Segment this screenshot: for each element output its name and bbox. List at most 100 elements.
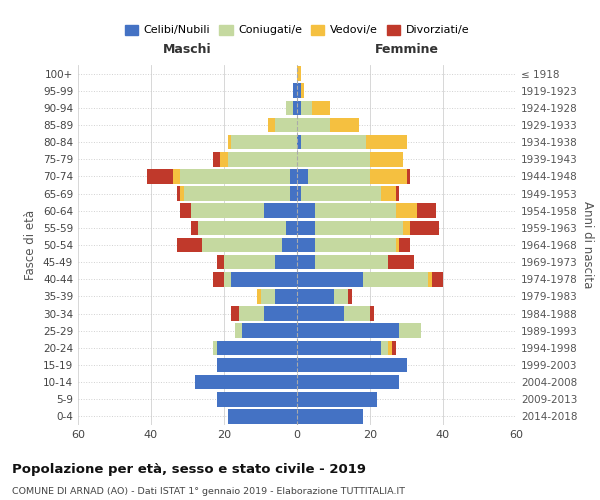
Bar — [293, 100, 297, 115]
Bar — [173, 169, 180, 184]
Bar — [297, 340, 381, 355]
Bar — [297, 306, 344, 321]
Bar — [191, 220, 199, 235]
Bar — [217, 340, 297, 355]
Bar — [315, 255, 388, 270]
Bar — [297, 152, 370, 166]
Bar — [213, 340, 217, 355]
Bar — [257, 289, 260, 304]
Bar — [370, 169, 407, 184]
Bar — [213, 272, 224, 286]
Bar — [176, 238, 202, 252]
Bar — [297, 238, 315, 252]
Bar — [290, 186, 297, 201]
Bar — [275, 118, 297, 132]
Bar — [268, 118, 275, 132]
Bar — [297, 255, 315, 270]
Bar — [297, 409, 362, 424]
Bar — [381, 186, 395, 201]
Bar — [199, 220, 286, 235]
Bar — [410, 220, 439, 235]
Bar — [260, 289, 275, 304]
Bar — [297, 375, 399, 390]
Text: Popolazione per età, sesso e stato civile - 2019: Popolazione per età, sesso e stato civil… — [12, 462, 366, 475]
Bar — [297, 186, 301, 201]
Bar — [217, 392, 297, 406]
Bar — [297, 118, 330, 132]
Bar — [180, 204, 191, 218]
Bar — [395, 238, 399, 252]
Bar — [293, 84, 297, 98]
Bar — [227, 409, 297, 424]
Bar — [232, 306, 239, 321]
Bar — [297, 392, 377, 406]
Bar — [315, 238, 395, 252]
Bar — [428, 272, 432, 286]
Bar — [301, 84, 304, 98]
Bar — [395, 186, 399, 201]
Bar — [297, 169, 308, 184]
Bar — [301, 135, 367, 150]
Text: Femmine: Femmine — [374, 44, 439, 57]
Bar — [275, 255, 297, 270]
Bar — [407, 169, 410, 184]
Bar — [381, 340, 388, 355]
Bar — [235, 324, 242, 338]
Bar — [367, 135, 407, 150]
Bar — [239, 306, 264, 321]
Bar — [176, 186, 180, 201]
Bar — [217, 255, 224, 270]
Y-axis label: Fasce di età: Fasce di età — [25, 210, 37, 280]
Bar — [275, 289, 297, 304]
Bar — [330, 118, 359, 132]
Bar — [202, 238, 283, 252]
Bar — [220, 152, 227, 166]
Text: Maschi: Maschi — [163, 44, 212, 57]
Bar — [344, 306, 370, 321]
Bar — [232, 272, 297, 286]
Bar — [264, 204, 297, 218]
Bar — [191, 204, 264, 218]
Bar — [395, 204, 418, 218]
Bar — [227, 135, 232, 150]
Bar — [297, 204, 315, 218]
Bar — [315, 204, 395, 218]
Bar — [242, 324, 297, 338]
Bar — [232, 135, 297, 150]
Bar — [297, 135, 301, 150]
Bar — [213, 152, 220, 166]
Y-axis label: Anni di nascita: Anni di nascita — [581, 202, 594, 288]
Bar — [418, 204, 436, 218]
Bar — [224, 272, 232, 286]
Bar — [290, 169, 297, 184]
Bar — [297, 324, 399, 338]
Bar — [297, 272, 362, 286]
Text: COMUNE DI ARNAD (AO) - Dati ISTAT 1° gennaio 2019 - Elaborazione TUTTITALIA.IT: COMUNE DI ARNAD (AO) - Dati ISTAT 1° gen… — [12, 488, 405, 496]
Bar — [286, 100, 293, 115]
Bar — [403, 220, 410, 235]
Bar — [283, 238, 297, 252]
Bar — [301, 100, 311, 115]
Bar — [370, 152, 403, 166]
Bar — [148, 169, 173, 184]
Bar — [184, 186, 290, 201]
Bar — [301, 186, 381, 201]
Bar — [297, 358, 407, 372]
Bar — [227, 152, 297, 166]
Bar — [399, 324, 421, 338]
Bar — [297, 84, 301, 98]
Bar — [286, 220, 297, 235]
Bar — [297, 66, 301, 81]
Legend: Celibi/Nubili, Coniugati/e, Vedovi/e, Divorziati/e: Celibi/Nubili, Coniugati/e, Vedovi/e, Di… — [121, 20, 473, 40]
Bar — [432, 272, 443, 286]
Bar — [334, 289, 348, 304]
Bar — [224, 255, 275, 270]
Bar — [297, 289, 334, 304]
Bar — [362, 272, 428, 286]
Bar — [308, 169, 370, 184]
Bar — [264, 306, 297, 321]
Bar — [392, 340, 395, 355]
Bar — [297, 100, 301, 115]
Bar — [388, 340, 392, 355]
Bar — [195, 375, 297, 390]
